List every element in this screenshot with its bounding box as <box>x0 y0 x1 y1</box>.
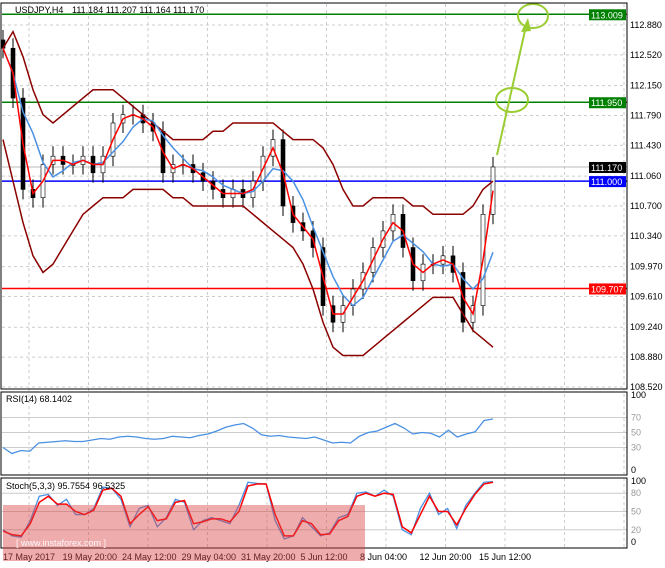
stoch-signal-line <box>2 481 494 537</box>
target-circle <box>495 87 529 113</box>
rsi-panel <box>2 418 494 455</box>
rsi-tick-label: 100 <box>631 390 646 400</box>
price-tick-label: 111.430 <box>630 140 661 150</box>
time-tick-label: 19 May 20:00 <box>63 552 118 562</box>
target-arrow <box>496 25 527 156</box>
level-label-bg <box>589 9 626 21</box>
stoch-tick-label: 80 <box>631 488 641 498</box>
rsi-line <box>2 418 494 455</box>
price-tick-label: 110.340 <box>630 231 662 241</box>
time-tick-label: 29 May 04:00 <box>182 552 237 562</box>
main-frame <box>0 2 628 390</box>
stoch-tick-label: 100 <box>631 476 646 486</box>
ohlc-header: 111.184 111.207 111.164 111.170 <box>72 5 204 15</box>
symbol-title: USDJPY,H4 <box>15 5 63 15</box>
rsi-tick-label: 0 <box>631 465 636 475</box>
price-tick-label: 110.700 <box>630 201 662 211</box>
price-tick-label: 109.240 <box>630 322 663 332</box>
level-label: 109.707 <box>591 284 624 294</box>
price-tick-label: 112.880 <box>630 20 662 30</box>
time-tick-label: 12 Jun 20:00 <box>420 552 472 562</box>
stochastic-panel <box>2 480 494 540</box>
price-tick-label: 111.060 <box>630 171 661 181</box>
time-tick-label: 15 Jun 12:00 <box>479 552 531 562</box>
time-tick-label: 24 May 12:00 <box>122 552 177 562</box>
time-tick-label: 8 Jun 04:00 <box>360 552 407 562</box>
rsi-frame <box>0 391 628 476</box>
level-label: 113.009 <box>591 10 623 20</box>
rsi-tick-label: 50 <box>631 428 641 438</box>
rsi-title: RSI(14) 68.1402 <box>6 394 72 404</box>
price-tick-label: 109.610 <box>630 292 663 302</box>
price-tick-label: 112.520 <box>630 50 662 60</box>
candle-body <box>490 166 496 215</box>
level-label: 111.170 <box>591 163 622 173</box>
watermark-box <box>3 505 365 561</box>
upper-bollinger-band <box>2 29 494 216</box>
price-tick-label: 109.970 <box>630 262 663 272</box>
stoch-tick-label: 20 <box>631 525 641 535</box>
stoch-tick-label: 0 <box>631 537 636 547</box>
price-tick-label: 108.880 <box>630 352 663 362</box>
price-chart <box>0 3 627 357</box>
stoch-frame <box>0 477 628 549</box>
time-tick-label: 5 Jun 12:00 <box>301 552 348 562</box>
rsi-tick-label: 30 <box>631 443 641 453</box>
watermark-text: [ www.instaforex.com ] <box>16 538 106 548</box>
level-label-bg <box>589 161 626 173</box>
target-circle <box>517 3 549 29</box>
lower-bollinger-band <box>2 139 494 357</box>
stoch-title: Stoch(5,3,3) 95.7554 96.5325 <box>6 481 125 491</box>
level-label-bg <box>589 283 626 295</box>
price-tick-label: 112.150 <box>630 81 662 91</box>
level-label: 111.950 <box>591 98 622 108</box>
price-tick-label: 108.520 <box>630 382 663 392</box>
level-label-bg <box>589 176 626 188</box>
fast-moving-average <box>2 47 494 317</box>
stoch-tick-label: 50 <box>631 507 641 517</box>
level-label: 111.000 <box>591 177 622 187</box>
price-tick-label: 111.790 <box>630 111 661 121</box>
level-label-bg <box>589 97 626 109</box>
time-tick-label: 31 May 20:00 <box>241 552 296 562</box>
grid <box>2 4 627 548</box>
rsi-tick-label: 70 <box>631 413 641 423</box>
time-tick-label: 17 May 2017 <box>3 552 55 562</box>
